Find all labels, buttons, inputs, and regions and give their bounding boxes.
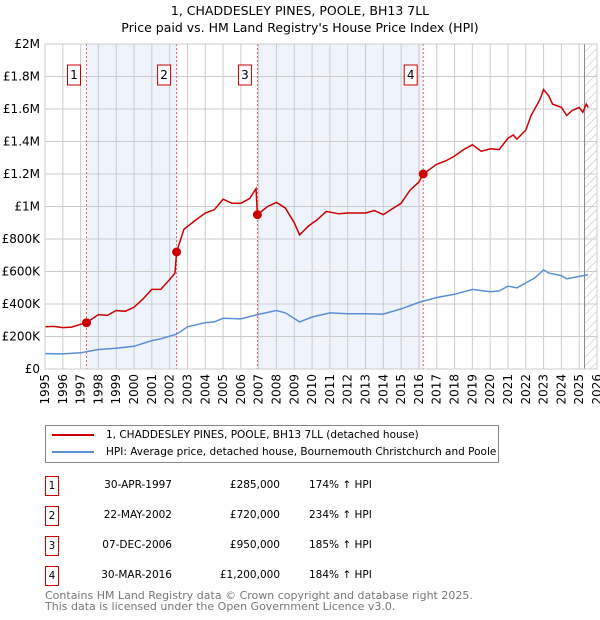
sale-label: 2 <box>157 64 172 86</box>
y-tick-label: £200K <box>2 330 42 344</box>
x-tick-label: 2016 <box>412 374 426 405</box>
x-tick-label: 2022 <box>519 374 533 405</box>
sale-hpi-change: 184% ↑ HPI <box>309 569 372 581</box>
x-tick-label: 2003 <box>180 374 194 405</box>
sale-point <box>172 247 182 257</box>
sale-date: 22-MAY-2002 <box>103 509 172 521</box>
y-tick-label: £0 <box>25 362 40 376</box>
chart-subtitle: Price paid vs. HM Land Registry's House … <box>121 20 479 35</box>
x-tick-label: 2002 <box>163 374 177 405</box>
chart-title: 1, CHADDESLEY PINES, POOLE, BH13 7LL <box>170 3 430 18</box>
sale-hpi-change: 185% ↑ HPI <box>309 539 372 551</box>
sale-row: 1 30-APR-1997 £285,000 174% ↑ HPI <box>45 476 445 496</box>
x-tick-label: 1998 <box>91 374 105 405</box>
x-tick-label: 1999 <box>109 374 123 405</box>
sale-label: 4 <box>403 64 418 86</box>
legend-blue-line <box>52 451 94 453</box>
x-tick-label: 1997 <box>74 374 88 405</box>
series-line <box>44 268 589 355</box>
sale-price: £950,000 <box>229 539 280 551</box>
x-tick-label: 2009 <box>287 374 301 405</box>
x-tick-label: 2005 <box>216 374 230 405</box>
sale-label: 3 <box>237 64 252 86</box>
sale-hpi-change: 174% ↑ HPI <box>309 479 372 491</box>
sale-date: 30-APR-1997 <box>104 479 172 491</box>
sale-label-box <box>66 64 81 86</box>
sale-label-box <box>237 64 252 86</box>
x-tick-label: 2020 <box>483 374 497 405</box>
x-tick-label: 2025 <box>572 374 586 405</box>
x-tick-label: 2021 <box>501 374 515 405</box>
legend-red-line <box>52 434 94 436</box>
x-tick-label: 2013 <box>359 374 373 405</box>
legend-label: HPI: Average price, detached house, Bour… <box>106 446 497 458</box>
chart-plot: 1995 1996 1997 1998 1999 2000 2001 2002 2003 2004… <box>2 37 600 405</box>
legend-item-hpi: HPI: Average price, detached house, Bour… <box>52 446 496 458</box>
sale-point <box>81 318 91 328</box>
y-tick-label: £2M <box>14 37 40 51</box>
x-tick-label: 2024 <box>554 374 568 405</box>
x-tick-label: 2015 <box>394 374 408 405</box>
x-tick-label: 2023 <box>537 374 551 405</box>
sale-row: 4 30-MAR-2016 £1,200,000 184% ↑ HPI <box>45 566 445 586</box>
y-tick-label: £1.6M <box>3 102 40 116</box>
sale-marker-badge: 3 <box>45 536 59 556</box>
footer-licence: This data is licensed under the Open Gov… <box>45 600 396 613</box>
x-tick-label: 1995 <box>38 374 52 405</box>
sale-label-box <box>403 64 418 86</box>
sale-label-number: 3 <box>241 68 249 82</box>
sale-date: 30-MAR-2016 <box>101 569 172 581</box>
sale-label: 1 <box>66 64 81 86</box>
x-tick-label: 2026 <box>590 374 600 405</box>
sale-price: £285,000 <box>229 479 280 491</box>
y-tick-label: £1.2M <box>3 167 40 181</box>
x-tick-label: 2000 <box>127 374 141 405</box>
x-tick-label: 2012 <box>341 374 355 405</box>
sale-row: 2 22-MAY-2002 £720,000 234% ↑ HPI <box>45 506 445 526</box>
legend-label: 1, CHADDESLEY PINES, POOLE, BH13 7LL (de… <box>106 429 419 441</box>
sale-marker-badge: 1 <box>45 476 59 496</box>
sale-price: £720,000 <box>229 509 280 521</box>
sale-label-number: 1 <box>70 68 78 82</box>
sale-marker-badge: 2 <box>45 506 59 526</box>
x-tick-label: 2014 <box>376 374 390 405</box>
y-tick-label: £1.4M <box>3 135 40 149</box>
sale-price: £1,200,000 <box>219 569 280 581</box>
series-line <box>44 88 589 329</box>
x-tick-label: 2008 <box>269 374 283 405</box>
y-tick-label: £800K <box>2 232 42 246</box>
x-tick-label: 2011 <box>323 374 337 405</box>
x-tick-label: 2010 <box>305 374 319 405</box>
y-tick-label: £400K <box>2 297 42 311</box>
legend-item-property: 1, CHADDESLEY PINES, POOLE, BH13 7LL (de… <box>52 429 419 441</box>
x-tick-label: 2019 <box>465 374 479 405</box>
y-tick-label: £1M <box>14 200 40 214</box>
x-tick-label: 2001 <box>145 374 159 405</box>
legend: 1, CHADDESLEY PINES, POOLE, BH13 7LL (de… <box>45 425 499 463</box>
sale-hpi-change: 234% ↑ HPI <box>309 509 372 521</box>
x-tick-label: 2004 <box>198 374 212 405</box>
x-tick-label: 2017 <box>430 374 444 405</box>
sale-point <box>418 169 428 179</box>
sale-label-number: 4 <box>407 68 415 82</box>
plot-border <box>44 43 598 370</box>
sale-row: 3 07-DEC-2006 £950,000 185% ↑ HPI <box>45 536 445 556</box>
x-tick-label: 2018 <box>448 374 462 405</box>
footer: Contains HM Land Registry data © Crown c… <box>45 590 473 612</box>
footer-copyright: Contains HM Land Registry data © Crown c… <box>45 589 473 602</box>
x-tick-label: 2006 <box>234 374 248 405</box>
x-tick-label: 1996 <box>56 374 70 405</box>
sale-marker-badge: 4 <box>45 566 59 586</box>
sale-label-box <box>157 64 172 86</box>
y-tick-label: £600K <box>2 265 42 279</box>
y-tick-label: £1.8M <box>3 70 40 84</box>
x-tick-label: 2007 <box>252 374 266 405</box>
sale-label-number: 2 <box>160 68 168 82</box>
sale-point <box>252 210 262 220</box>
sale-date: 07-DEC-2006 <box>102 539 172 551</box>
